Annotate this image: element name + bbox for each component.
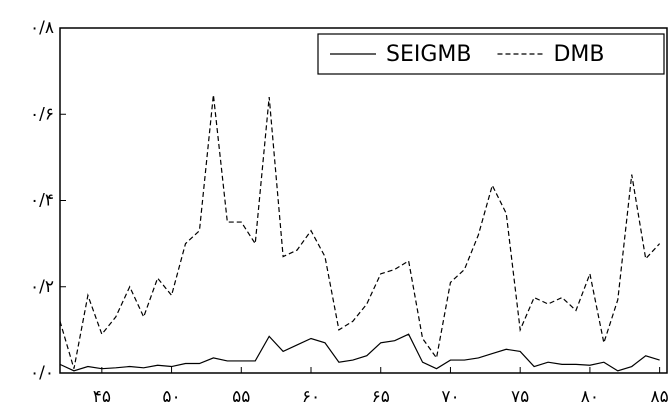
x-tick-label: ۶۰ bbox=[302, 387, 320, 407]
y-tick-label: ۰/۲ bbox=[30, 277, 54, 297]
y-tick-label: ۰/۶ bbox=[30, 104, 54, 124]
plot-frame bbox=[60, 28, 667, 373]
legend-label: DMB bbox=[553, 42, 604, 67]
series-line bbox=[60, 95, 660, 369]
y-tick-label: ۰/۴ bbox=[30, 191, 54, 211]
y-tick-label: ۰/۸ bbox=[30, 18, 54, 38]
x-tick-label: ۷۰ bbox=[441, 387, 459, 407]
chart: ۰/۰ ۰/۲ ۰/۴ ۰/۶ ۰/۸ ۴۵ ۵۰ ۵۵ ۶۰ ۶۵ ۷۰ ۷۵ ۸۰ ۸۵ SEIGMB D… bbox=[0, 0, 668, 414]
y-tick-label: ۰/۰ bbox=[30, 363, 54, 383]
x-tick-label: ۴۵ bbox=[93, 387, 111, 407]
x-tick-label: ۵۰ bbox=[162, 387, 180, 407]
x-tick-label: ۵۵ bbox=[232, 387, 250, 407]
x-tick-label: ۸۰ bbox=[581, 387, 599, 407]
legend-label: SEIGMB bbox=[386, 42, 471, 67]
series-line bbox=[60, 334, 660, 371]
x-tick-label: ۷۵ bbox=[511, 387, 529, 407]
page: ۰/۰ ۰/۲ ۰/۴ ۰/۶ ۰/۸ ۴۵ ۵۰ ۵۵ ۶۰ ۶۵ ۷۰ ۷۵ ۸۰ ۸۵ SEIGMB D… bbox=[0, 0, 668, 414]
x-tick-label: ۶۵ bbox=[372, 387, 390, 407]
x-tick-label: ۸۵ bbox=[651, 387, 668, 407]
